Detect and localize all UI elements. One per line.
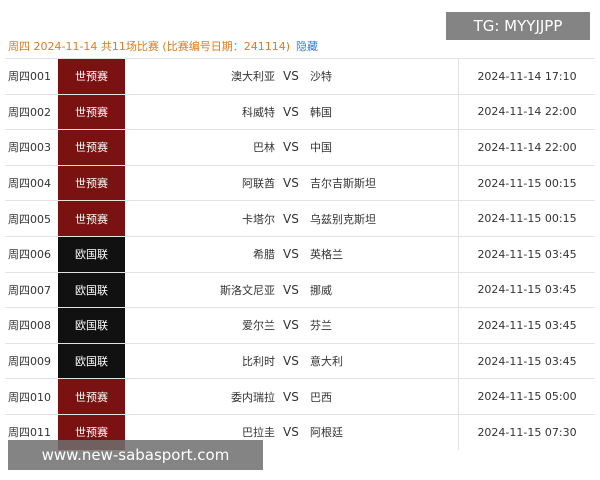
match-time: 2024-11-15 03:45 (477, 354, 577, 368)
match-row: 周四009 欧国联 比利时 VS 意大利 2024-11-15 03:45 (5, 342, 595, 379)
match-time: 2024-11-15 03:45 (477, 318, 577, 332)
home-team: 阿联酋 (242, 177, 275, 191)
column-divider (458, 308, 459, 343)
column-divider (458, 59, 459, 94)
tg-overlay: TG: MYYJJPP (446, 12, 590, 40)
home-team: 爱尔兰 (242, 319, 275, 333)
home-team: 巴林 (253, 141, 275, 155)
league-badge: 世预赛 (58, 165, 125, 201)
away-team: 阿根廷 (310, 426, 343, 440)
match-row: 周四007 欧国联 斯洛文尼亚 VS 挪威 2024-11-15 03:45 (5, 271, 595, 308)
league-badge: 世预赛 (58, 94, 125, 130)
vs-label: VS (283, 354, 299, 369)
match-row: 周四003 世预赛 巴林 VS 中国 2024-11-14 22:00 (5, 129, 595, 165)
column-divider (458, 130, 459, 165)
away-team: 韩国 (310, 105, 332, 119)
league-badge: 世预赛 (58, 130, 125, 165)
vs-label: VS (283, 425, 299, 440)
home-team: 希腊 (253, 248, 275, 262)
match-id: 周四011 (8, 426, 51, 440)
vs-label: VS (283, 247, 299, 262)
league-badge: 世预赛 (58, 379, 125, 414)
home-team: 委内瑞拉 (231, 390, 275, 404)
league-badge: 世预赛 (58, 201, 125, 236)
match-id: 周四004 (8, 177, 51, 191)
away-team: 沙特 (310, 70, 332, 84)
match-id: 周四003 (8, 141, 51, 155)
match-row: 周四005 世预赛 卡塔尔 VS 乌兹别克斯坦 2024-11-15 00:15 (5, 200, 595, 236)
vs-label: VS (283, 211, 299, 226)
home-team: 比利时 (242, 355, 275, 369)
match-id: 周四006 (8, 248, 51, 262)
column-divider (458, 343, 459, 379)
header-title: 周四 2024-11-14 共11场比赛 (8, 40, 159, 53)
away-team: 芬兰 (310, 319, 332, 333)
match-row: 周四010 世预赛 委内瑞拉 VS 巴西 2024-11-15 05:00 (5, 378, 595, 414)
match-row: 周四001 世预赛 澳大利亚 VS 沙特 2024-11-14 17:10 (5, 58, 595, 94)
match-id: 周四005 (8, 212, 51, 226)
header-code: (比赛编号日期：241114) (162, 40, 290, 53)
column-divider (458, 379, 459, 414)
column-divider (458, 201, 459, 236)
match-time: 2024-11-15 03:45 (477, 283, 577, 297)
match-time: 2024-11-15 03:45 (477, 247, 577, 261)
match-time: 2024-11-15 00:15 (477, 212, 577, 226)
league-badge: 欧国联 (58, 308, 125, 343)
match-row: 周四004 世预赛 阿联酋 VS 吉尔吉斯斯坦 2024-11-15 00:15 (5, 164, 595, 201)
match-row: 周四006 欧国联 希腊 VS 英格兰 2024-11-15 03:45 (5, 236, 595, 272)
vs-label: VS (283, 282, 299, 297)
home-team: 斯洛文尼亚 (220, 283, 275, 297)
away-team: 挪威 (310, 283, 332, 297)
home-team: 巴拉圭 (242, 426, 275, 440)
vs-label: VS (283, 176, 299, 191)
match-time: 2024-11-14 22:00 (477, 140, 577, 154)
away-team: 巴西 (310, 390, 332, 404)
match-id: 周四008 (8, 319, 51, 333)
vs-label: VS (283, 69, 299, 84)
match-time: 2024-11-15 05:00 (477, 390, 577, 404)
vs-label: VS (283, 318, 299, 333)
column-divider (458, 94, 459, 130)
league-badge: 欧国联 (58, 272, 125, 308)
header: 周四 2024-11-14 共11场比赛 (比赛编号日期：241114) 隐藏 (8, 38, 318, 54)
league-badge: 世预赛 (58, 59, 125, 94)
column-divider (458, 237, 459, 272)
league-badge: 欧国联 (58, 237, 125, 272)
column-divider (458, 415, 459, 450)
away-team: 乌兹别克斯坦 (310, 212, 376, 226)
match-time: 2024-11-15 00:15 (477, 176, 577, 190)
match-id: 周四009 (8, 355, 51, 369)
column-divider (458, 272, 459, 308)
match-id: 周四002 (8, 105, 51, 119)
vs-label: VS (283, 140, 299, 155)
home-team: 卡塔尔 (242, 212, 275, 226)
match-time: 2024-11-14 17:10 (477, 69, 577, 83)
toggle-link[interactable]: 隐藏 (296, 40, 318, 53)
vs-label: VS (283, 389, 299, 404)
column-divider (458, 165, 459, 201)
home-team: 澳大利亚 (231, 70, 275, 84)
match-id: 周四010 (8, 390, 51, 404)
match-id: 周四007 (8, 283, 51, 297)
league-badge: 欧国联 (58, 343, 125, 379)
away-team: 中国 (310, 141, 332, 155)
home-team: 科威特 (242, 105, 275, 119)
away-team: 意大利 (310, 355, 343, 369)
match-time: 2024-11-15 07:30 (477, 425, 577, 439)
watermark: www.new-sabasport.com (8, 440, 263, 470)
match-id: 周四001 (8, 70, 51, 84)
match-time: 2024-11-14 22:00 (477, 105, 577, 119)
match-row: 周四002 世预赛 科威特 VS 韩国 2024-11-14 22:00 (5, 93, 595, 130)
vs-label: VS (283, 104, 299, 119)
match-row: 周四008 欧国联 爱尔兰 VS 芬兰 2024-11-15 03:45 (5, 307, 595, 343)
away-team: 英格兰 (310, 248, 343, 262)
away-team: 吉尔吉斯斯坦 (310, 177, 376, 191)
